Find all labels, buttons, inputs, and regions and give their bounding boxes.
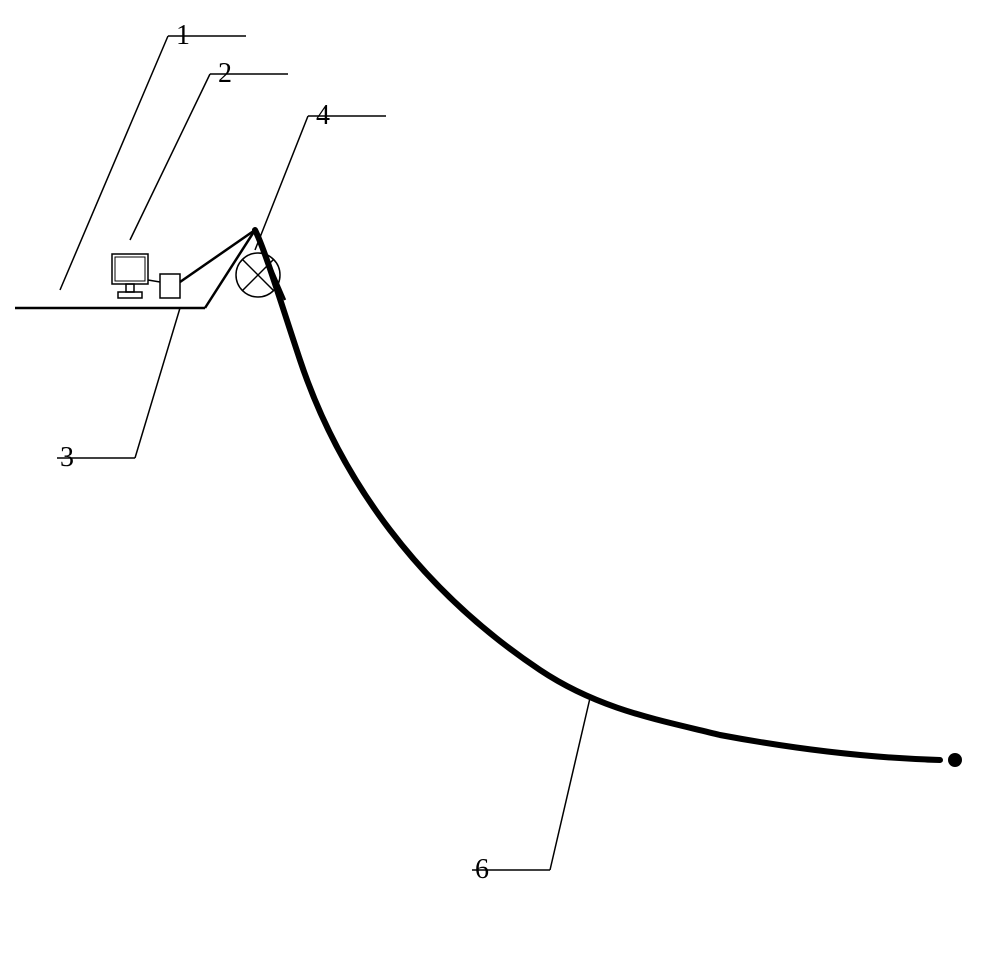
label-3: 3 — [60, 442, 74, 473]
label-4: 4 — [316, 100, 330, 131]
main-cable — [255, 230, 940, 760]
labels: 12 3 4 6 — [60, 20, 489, 885]
leader-lines — [57, 36, 590, 870]
diagram-canvas: 12 3 4 6 — [0, 0, 1000, 965]
label-2: 2 — [218, 58, 232, 89]
cable-end — [948, 753, 962, 767]
label-6: 6 — [475, 854, 489, 885]
computer-icon — [112, 254, 180, 298]
label-1: 1 — [176, 20, 190, 51]
